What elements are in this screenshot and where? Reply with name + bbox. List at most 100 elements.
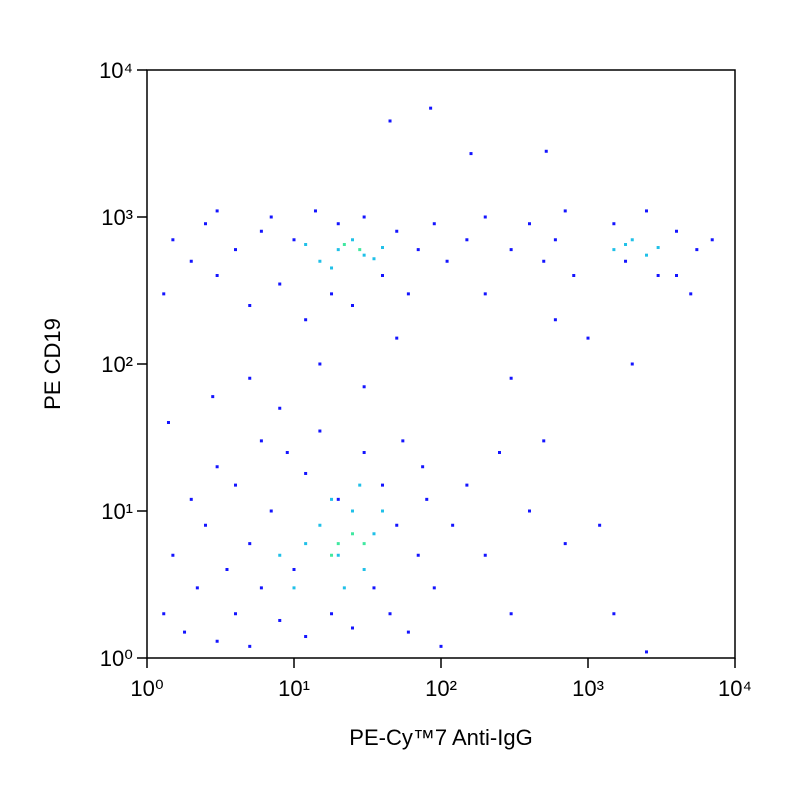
data-point — [304, 542, 308, 546]
data-point — [259, 229, 263, 233]
data-point — [695, 248, 699, 252]
data-point — [183, 630, 187, 634]
data-point — [406, 630, 410, 634]
data-point — [362, 542, 366, 546]
data-point — [215, 209, 219, 213]
data-point — [318, 429, 322, 433]
data-point — [395, 523, 399, 527]
data-point — [234, 248, 238, 252]
data-point — [612, 222, 616, 226]
data-point — [542, 439, 546, 443]
data-point — [248, 376, 252, 380]
data-point — [624, 259, 628, 263]
data-point — [211, 395, 215, 399]
data-point — [336, 497, 340, 501]
data-point — [689, 292, 693, 296]
data-point — [630, 238, 634, 242]
data-point — [162, 612, 166, 616]
data-point — [572, 273, 576, 277]
data-point — [416, 553, 420, 557]
data-point — [336, 542, 340, 546]
data-point — [203, 222, 207, 226]
y-axis-label: PE CD19 — [40, 318, 65, 410]
data-point — [656, 246, 660, 250]
y-tick-label: 10² — [101, 352, 133, 377]
data-point — [225, 567, 229, 571]
data-point — [372, 586, 376, 590]
data-point — [429, 106, 433, 110]
data-point — [381, 509, 385, 513]
data-point — [381, 246, 385, 250]
data-point — [544, 149, 548, 153]
data-point — [234, 612, 238, 616]
data-point — [313, 209, 317, 213]
data-point — [278, 553, 282, 557]
data-point — [259, 586, 263, 590]
data-point — [285, 451, 289, 455]
data-point — [278, 282, 282, 286]
data-point — [586, 336, 590, 340]
data-point — [203, 523, 207, 527]
data-point — [612, 248, 616, 252]
data-point — [318, 523, 322, 527]
data-point — [656, 273, 660, 277]
data-point — [350, 532, 354, 536]
data-point — [336, 222, 340, 226]
data-point — [395, 229, 399, 233]
data-point — [425, 497, 429, 501]
data-point — [304, 471, 308, 475]
data-point — [350, 304, 354, 308]
data-point — [215, 273, 219, 277]
data-point — [372, 257, 376, 261]
data-point — [362, 567, 366, 571]
data-point — [675, 273, 679, 277]
data-point — [269, 215, 273, 219]
data-point — [336, 248, 340, 252]
data-point — [509, 612, 513, 616]
data-point — [439, 644, 443, 648]
data-point — [432, 222, 436, 226]
data-point — [330, 292, 334, 296]
y-tick-label: 10⁴ — [99, 58, 133, 83]
data-point — [292, 567, 296, 571]
data-point — [509, 248, 513, 252]
data-point — [381, 273, 385, 277]
y-tick-label: 10⁰ — [100, 646, 133, 671]
x-tick-label: 10² — [425, 676, 457, 701]
data-point — [395, 336, 399, 340]
data-point — [350, 238, 354, 242]
data-point — [259, 439, 263, 443]
data-point — [248, 304, 252, 308]
data-point — [166, 420, 170, 424]
data-point — [483, 292, 487, 296]
data-point — [432, 586, 436, 590]
data-point — [269, 509, 273, 513]
data-point — [553, 318, 557, 322]
data-point — [350, 509, 354, 513]
data-point — [528, 222, 532, 226]
plot-frame — [146, 69, 736, 659]
data-point — [483, 553, 487, 557]
data-point — [553, 238, 557, 242]
data-point — [330, 553, 334, 557]
data-point — [195, 586, 199, 590]
data-point — [598, 523, 602, 527]
data-point — [563, 542, 567, 546]
data-point — [563, 209, 567, 213]
data-point — [675, 229, 679, 233]
data-point — [318, 362, 322, 366]
data-point — [542, 259, 546, 263]
data-point — [445, 259, 449, 263]
data-point — [278, 406, 282, 410]
x-tick-label: 10³ — [572, 676, 604, 701]
y-tick-label: 10¹ — [101, 499, 133, 524]
data-point — [421, 465, 425, 469]
data-point — [406, 292, 410, 296]
data-point — [162, 292, 166, 296]
data-point — [292, 238, 296, 242]
data-point — [336, 553, 340, 557]
data-point — [330, 266, 334, 270]
data-point — [342, 243, 346, 247]
data-point — [497, 451, 501, 455]
